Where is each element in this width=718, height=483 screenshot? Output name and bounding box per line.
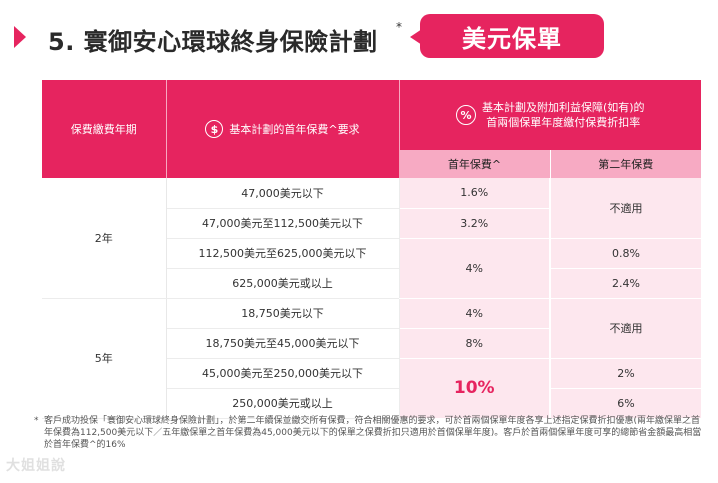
first-year-rate-highlight: 10%: [399, 358, 551, 419]
premium-cell: 250,000美元或以上: [166, 388, 400, 419]
header-discount-line1: 基本計劃及附加利益保障(如有)的: [481, 101, 645, 114]
second-year-rate: 2.4%: [550, 268, 701, 299]
footnote-text: 客戶成功投保「寰御安心環球終身保險計劃」，於第二年續保並繳交所有保費，符合相關優…: [44, 416, 702, 450]
header-second-year: 第二年保費: [550, 150, 701, 178]
badge-pointer: [410, 29, 422, 45]
premium-cell: 47,000美元至112,500美元以下: [166, 208, 400, 239]
first-year-rate: 4%: [399, 298, 551, 329]
first-year-rate: 8%: [399, 328, 551, 359]
currency-badge: 美元保單: [420, 14, 604, 58]
table-row: 112,500美元至625,000美元以下 4% 0.8%: [42, 238, 701, 299]
first-year-rate: 1.6%: [399, 178, 551, 209]
table-row: 47,000美元至112,500美元以下 3.2%: [42, 208, 701, 239]
premium-cell: 625,000美元或以上: [166, 268, 400, 299]
table-row: 18,750美元至45,000美元以下 8%: [42, 328, 701, 359]
second-year-rate: 6%: [550, 388, 701, 419]
header-discount: % 基本計劃及附加利益保障(如有)的 首兩個保單年度繳付保費折扣率: [399, 80, 701, 150]
discount-table: 保費繳費年期 $ 基本計劃的首年保費^要求 % 基本計劃及附加利益保障(如有)的…: [42, 80, 701, 419]
second-year-rate: 2%: [550, 358, 701, 389]
watermark-logo: 大姐姐說: [6, 458, 66, 474]
table-row: 2年 47,000美元以下 1.6% 不適用: [42, 178, 701, 299]
table-row: 5年 18,750美元以下 4% 不適用: [42, 298, 701, 419]
footnote-asterisk: *: [34, 416, 39, 426]
premium-cell: 47,000美元以下: [166, 178, 400, 209]
dollar-coin-icon: $: [205, 120, 224, 138]
chevron-right-icon: [14, 26, 26, 48]
header-discount-line2: 首兩個保單年度繳付保費折扣率: [486, 116, 641, 129]
premium-cell: 18,750美元至45,000美元以下: [166, 328, 400, 359]
table-row: 250,000美元或以上 6%: [42, 388, 701, 419]
term-5-year: 5年: [42, 298, 167, 419]
percent-icon: %: [455, 105, 476, 125]
header-term: 保費繳費年期: [42, 80, 167, 178]
premium-cell: 112,500美元至625,000美元以下: [166, 238, 400, 269]
header-premium: $ 基本計劃的首年保費^要求: [166, 80, 400, 178]
second-year-rate: 不適用: [550, 298, 701, 359]
title-row: 5. 寰御安心環球終身保險計劃 * 美元保單: [12, 14, 712, 62]
header-term-label: 保費繳費年期: [70, 123, 137, 136]
title-asterisk: *: [396, 20, 402, 34]
second-year-rate: 0.8%: [550, 238, 701, 269]
first-year-rate: 4%: [399, 238, 551, 299]
second-year-rate: 不適用: [550, 178, 701, 239]
header-first-year: 首年保費^: [399, 150, 551, 178]
header-premium-label: 基本計劃的首年保費^要求: [229, 123, 360, 136]
table-row: 45,000美元至250,000美元以下 10% 2%: [42, 358, 701, 419]
term-2-year: 2年: [42, 178, 167, 299]
premium-cell: 18,750美元以下: [166, 298, 400, 329]
page-title: 5. 寰御安心環球終身保險計劃: [48, 28, 378, 56]
footnote: * 客戶成功投保「寰御安心環球終身保險計劃」，於第二年續保並繳交所有保費，符合相…: [34, 415, 709, 451]
table-row: 625,000美元或以上 2.4%: [42, 268, 701, 299]
premium-cell: 45,000美元至250,000美元以下: [166, 358, 400, 389]
first-year-rate: 3.2%: [399, 208, 551, 239]
